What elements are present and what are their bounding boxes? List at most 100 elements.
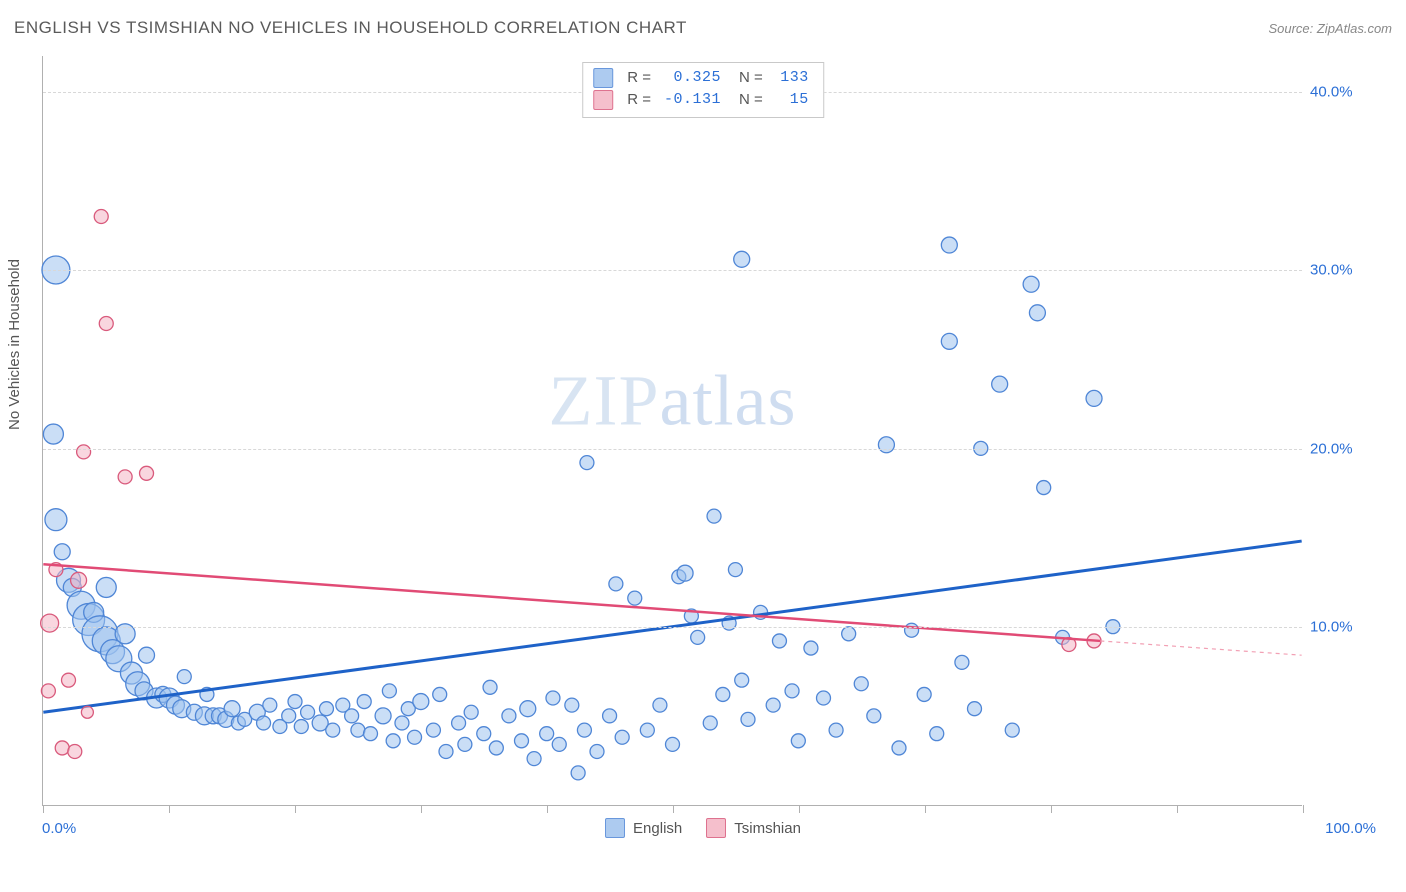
stats-r-tsimshian: -0.131 (661, 89, 721, 111)
point-english (546, 691, 560, 705)
point-english (707, 509, 721, 523)
point-english (288, 695, 302, 709)
point-english (941, 333, 957, 349)
point-english (930, 727, 944, 741)
source-label: Source: ZipAtlas.com (1268, 21, 1392, 36)
point-english (917, 687, 931, 701)
point-tsimshian (41, 614, 59, 632)
point-english (571, 766, 585, 780)
stats-swatch-english (593, 68, 613, 88)
point-english (224, 701, 240, 717)
point-english (45, 509, 67, 531)
point-tsimshian (55, 741, 69, 755)
stats-box: R = 0.325 N = 133 R = -0.131 N = 15 (582, 62, 824, 118)
point-english (43, 424, 63, 444)
point-english (577, 723, 591, 737)
point-english (992, 376, 1008, 392)
point-english (294, 720, 308, 734)
gridline-h (43, 449, 1302, 450)
ytick-label: 20.0% (1310, 440, 1390, 457)
stats-n-label-2: N = (739, 89, 763, 111)
legend-label-tsimshian: Tsimshian (734, 820, 801, 837)
point-tsimshian (71, 572, 87, 588)
point-english (941, 237, 957, 253)
stats-swatch-tsimshian (593, 90, 613, 110)
point-english (96, 577, 116, 597)
xtick (799, 805, 800, 813)
point-english (540, 727, 554, 741)
point-english (1005, 723, 1019, 737)
point-tsimshian (77, 445, 91, 459)
point-english (282, 709, 296, 723)
stats-row-tsimshian: R = -0.131 N = 15 (593, 89, 809, 111)
point-english (477, 727, 491, 741)
point-english (791, 734, 805, 748)
xtick (295, 805, 296, 813)
stats-n-tsimshian: 15 (773, 89, 809, 111)
point-english (552, 737, 566, 751)
ytick-label: 40.0% (1310, 83, 1390, 100)
point-english (464, 705, 478, 719)
legend-item-tsimshian: Tsimshian (706, 818, 801, 838)
point-english (609, 577, 623, 591)
point-english (735, 673, 749, 687)
trend-tsimshian (43, 564, 1100, 641)
y-axis-label: No Vehicles in Household (6, 259, 23, 430)
point-english (691, 630, 705, 644)
point-english (326, 723, 340, 737)
point-english (413, 694, 429, 710)
point-english (515, 734, 529, 748)
point-english (728, 563, 742, 577)
point-english (257, 716, 271, 730)
point-tsimshian (118, 470, 132, 484)
point-english (829, 723, 843, 737)
point-english (666, 737, 680, 751)
stats-n-label: N = (739, 67, 763, 89)
point-english (483, 680, 497, 694)
point-english (489, 741, 503, 755)
point-english (301, 705, 315, 719)
stats-r-english: 0.325 (661, 67, 721, 89)
point-english (842, 627, 856, 641)
stats-r-label: R = (627, 67, 651, 89)
point-english (426, 723, 440, 737)
point-english (653, 698, 667, 712)
point-english (527, 752, 541, 766)
swatch-english (605, 818, 625, 838)
chart-svg (43, 56, 1302, 805)
xtick (421, 805, 422, 813)
point-english (319, 702, 333, 716)
xtick (673, 805, 674, 813)
point-english (615, 730, 629, 744)
point-english (1086, 390, 1102, 406)
legend-bottom: English Tsimshian (0, 818, 1406, 838)
legend-item-english: English (605, 818, 682, 838)
point-tsimshian (140, 466, 154, 480)
point-english (603, 709, 617, 723)
point-tsimshian (62, 673, 76, 687)
gridline-h (43, 270, 1302, 271)
xtick (169, 805, 170, 813)
point-english (892, 741, 906, 755)
xtick (1051, 805, 1052, 813)
legend-label-english: English (633, 820, 682, 837)
xtick (547, 805, 548, 813)
trend-extrap-tsimshian (1100, 641, 1301, 655)
point-english (1029, 305, 1045, 321)
point-english (408, 730, 422, 744)
point-tsimshian (94, 210, 108, 224)
point-english (628, 591, 642, 605)
point-english (905, 623, 919, 637)
xtick (925, 805, 926, 813)
point-english (452, 716, 466, 730)
point-english (502, 709, 516, 723)
point-english (955, 655, 969, 669)
point-english (177, 670, 191, 684)
point-english (520, 701, 536, 717)
point-english (677, 565, 693, 581)
point-english (364, 727, 378, 741)
point-tsimshian (99, 317, 113, 331)
point-english (580, 456, 594, 470)
title-bar: ENGLISH VS TSIMSHIAN NO VEHICLES IN HOUS… (14, 18, 1392, 38)
point-english (878, 437, 894, 453)
